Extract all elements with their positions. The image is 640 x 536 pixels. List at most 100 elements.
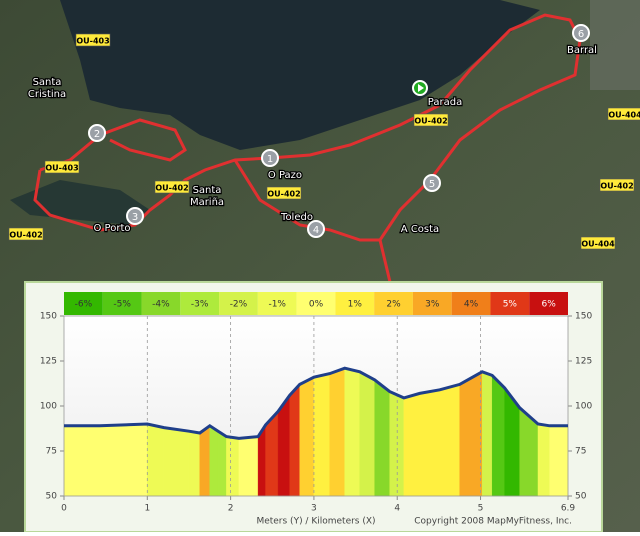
road-badge xyxy=(8,227,44,241)
grade-swatch xyxy=(335,292,375,315)
grade-segment xyxy=(374,379,390,497)
route-marker[interactable] xyxy=(423,174,441,192)
x-tick-label: 3 xyxy=(311,504,317,514)
grade-segment xyxy=(63,425,101,497)
grade-swatch xyxy=(374,292,413,315)
place-label: A Costa xyxy=(401,224,439,235)
route-marker[interactable] xyxy=(88,124,106,142)
route-marker-label: 1 xyxy=(267,154,273,165)
grade-segment xyxy=(344,367,360,497)
grade-label: 1% xyxy=(348,300,363,310)
x-tick-label: 2 xyxy=(228,504,234,514)
route xyxy=(39,118,187,172)
grade-swatch xyxy=(451,292,491,315)
x-tick-label: 6.9 xyxy=(561,504,576,514)
road-badge xyxy=(599,178,635,192)
road-label: OU-402 xyxy=(267,190,300,199)
y-tick-label: 100 xyxy=(40,402,57,412)
route-marker-label: 4 xyxy=(313,225,319,236)
route-marker[interactable] xyxy=(261,149,279,167)
grade-segment xyxy=(209,425,219,497)
y-tick-label: 125 xyxy=(575,357,592,367)
road-label: OU-404 xyxy=(581,240,615,249)
grade-swatch xyxy=(257,292,297,315)
road-label: OU-403 xyxy=(76,37,109,46)
grade-label: 4% xyxy=(464,300,479,310)
grade-segment xyxy=(459,371,483,497)
y-tick-label: 75 xyxy=(46,447,57,457)
route-marker[interactable] xyxy=(307,220,325,238)
grade-segment xyxy=(147,423,165,497)
grade-label: -1% xyxy=(268,300,286,310)
map-water xyxy=(10,180,150,225)
grade-swatch xyxy=(529,292,568,315)
road-label: OU-402 xyxy=(9,231,42,240)
route-marker[interactable] xyxy=(126,207,144,225)
grade-segment xyxy=(217,430,227,497)
grade-segment xyxy=(329,367,345,497)
grade-segment xyxy=(481,371,493,497)
place-label: Mariña xyxy=(190,197,224,208)
grade-label: 5% xyxy=(503,300,518,310)
elevation-line xyxy=(64,366,568,440)
grade-segment xyxy=(99,423,148,497)
plot-frame xyxy=(63,315,569,497)
grade-label: -6% xyxy=(75,300,93,310)
y-tick-label: 75 xyxy=(575,447,586,457)
road-badge xyxy=(607,107,640,121)
place-label: Santa xyxy=(33,77,62,88)
grade-segment xyxy=(389,391,405,497)
route-marker-label: 5 xyxy=(429,179,435,190)
place-label: Cristina xyxy=(28,89,66,100)
grade-swatch xyxy=(102,292,142,315)
road-badge xyxy=(44,160,80,174)
y-tick-label: 50 xyxy=(46,492,58,502)
grade-segment xyxy=(188,430,201,497)
place-label: Barral xyxy=(567,45,597,56)
road-badge xyxy=(266,186,302,200)
place-label: Toledo xyxy=(280,212,313,223)
road-badge xyxy=(154,180,190,194)
route-marker-label: 3 xyxy=(132,212,138,223)
grade-swatch xyxy=(141,292,181,315)
x-axis-label: Meters (Y) / Kilometers (X) xyxy=(256,517,375,527)
grade-swatch xyxy=(64,292,103,315)
grade-swatch xyxy=(219,292,258,315)
road-badge xyxy=(75,33,111,47)
y-tick-label: 100 xyxy=(575,402,592,412)
route-marker-label: 2 xyxy=(94,129,100,140)
road-label: OU-404 xyxy=(608,111,640,120)
grade-swatch xyxy=(490,292,530,315)
road-label: OU-402 xyxy=(414,117,447,126)
route-marker[interactable] xyxy=(572,24,590,42)
place-label: O Porto xyxy=(94,223,131,234)
map-cloud xyxy=(590,0,640,90)
grade-label: 2% xyxy=(386,300,401,310)
grade-label: -5% xyxy=(113,300,131,310)
road-label: OU-403 xyxy=(45,164,78,173)
grade-segment xyxy=(199,425,211,497)
place-label: Parada xyxy=(428,97,462,108)
x-tick-label: 5 xyxy=(478,504,484,514)
road-badge xyxy=(413,113,449,127)
x-tick-label: 0 xyxy=(61,504,67,514)
grade-segment xyxy=(403,393,420,497)
grade-label: -4% xyxy=(152,300,170,310)
grade-label: 3% xyxy=(425,300,440,310)
grade-label: 0% xyxy=(309,300,324,310)
grade-segment xyxy=(313,373,330,497)
grade-swatch xyxy=(412,292,452,315)
place-label: Santa xyxy=(193,185,222,196)
grade-label: -3% xyxy=(191,300,209,310)
y-tick-label: 150 xyxy=(40,312,57,322)
grade-segment xyxy=(289,383,301,497)
x-tick-label: 4 xyxy=(394,504,400,514)
grade-segment xyxy=(419,389,440,497)
grade-swatch xyxy=(180,292,220,315)
road-badge xyxy=(580,236,616,250)
x-tick-label: 1 xyxy=(144,504,150,514)
grade-segment xyxy=(359,371,375,497)
grade-segment xyxy=(537,423,550,497)
map-water xyxy=(60,0,540,150)
grade-label: -2% xyxy=(230,300,248,310)
